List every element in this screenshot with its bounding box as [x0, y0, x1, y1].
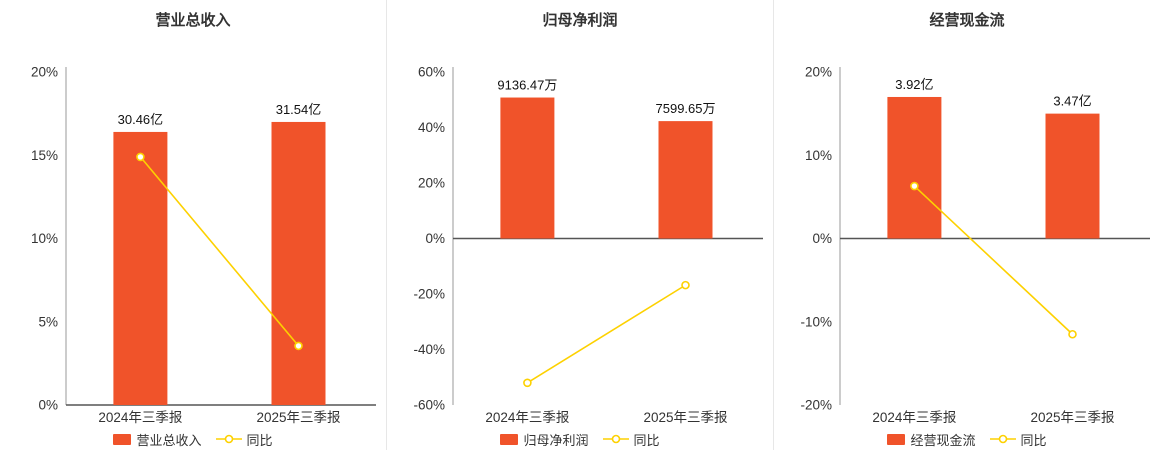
- revenue-chart: 0% 5% 10% 15% 20% 30.46亿 31.54亿 2024年三季报 2025年三季…: [31, 65, 376, 425]
- bar-value-label: 31.54亿: [276, 102, 322, 117]
- operating-cash-flow-chart: -20% -10% 0% 10% 20% 3.92亿 3.47亿 2024年三季报 2025年三…: [800, 65, 1150, 425]
- yoy-marker: [523, 378, 532, 388]
- y-tick-label: 15%: [31, 148, 58, 163]
- y-tick-label: -10%: [800, 314, 832, 329]
- chart-legend: 营业总收入 同比: [113, 428, 273, 450]
- y-tick-label: 20%: [418, 176, 445, 191]
- bar: [500, 97, 555, 239]
- x-category-label: 2024年三季报: [485, 410, 569, 425]
- bar: [1045, 113, 1100, 239]
- bar-legend-swatch: [500, 433, 519, 445]
- y-tick-label: 40%: [418, 120, 445, 135]
- y-tick-label: 0%: [38, 398, 58, 413]
- bar-value-label: 30.46亿: [118, 112, 164, 127]
- y-tick-label: 20%: [805, 65, 832, 80]
- yoy-marker: [681, 280, 690, 290]
- bar: [113, 131, 168, 405]
- bar: [271, 121, 326, 405]
- legend-item-yoy: 同比: [602, 430, 660, 449]
- x-category-label: 2024年三季报: [872, 410, 956, 425]
- legend-item-bar: 营业总收入: [113, 430, 202, 449]
- y-tick-label: -20%: [800, 398, 832, 413]
- bar: [887, 96, 942, 239]
- x-category-label: 2025年三季报: [256, 410, 340, 425]
- legend-item-yoy: 同比: [989, 430, 1047, 449]
- yoy-marker: [294, 341, 303, 351]
- y-tick-label: 10%: [31, 231, 58, 246]
- y-tick-label: 10%: [805, 148, 832, 163]
- bar-value-label: 3.92亿: [895, 77, 933, 92]
- yoy-legend-label: 同比: [633, 432, 660, 448]
- chart-title: 归母净利润: [542, 12, 618, 29]
- bar-legend-label: 经营现金流: [910, 432, 976, 448]
- yoy-line-icon: [989, 434, 1016, 444]
- chart-title: 营业总收入: [155, 12, 231, 29]
- x-category-label: 2025年三季报: [643, 410, 727, 425]
- yoy-line-icon: [602, 434, 629, 444]
- bar-legend-swatch: [113, 433, 132, 445]
- legend-item-bar: 归母净利润: [500, 430, 589, 449]
- y-tick-label: -60%: [413, 398, 445, 413]
- bar: [658, 121, 713, 239]
- chart-legend: 经营现金流 同比: [887, 428, 1047, 450]
- net-profit-chart: -60% -40% -20% 0% 20% 40% 60% 9136.47万 7599.65万 2…: [413, 65, 763, 425]
- chart-panel-operating-cash-flow: 经营现金流 -20% -10% 0% 10% 20% 3.92亿 3.47亿 2024年三季报…: [773, 0, 1160, 450]
- legend-item-yoy: 同比: [215, 430, 273, 449]
- y-tick-label: 5%: [38, 314, 58, 329]
- x-category-label: 2024年三季报: [98, 410, 182, 425]
- bar-legend-swatch: [887, 433, 906, 445]
- bar-legend-label: 营业总收入: [136, 432, 202, 448]
- bar-value-label: 9136.47万: [497, 78, 557, 93]
- chart-panel-revenue: 营业总收入 0% 5% 10% 15% 20% 30.46亿 31.54亿 2024年三季报 2…: [0, 0, 386, 450]
- yoy-line: [526, 284, 686, 384]
- legend-item-bar: 经营现金流: [887, 430, 976, 449]
- yoy-line-icon: [215, 434, 242, 444]
- y-tick-label: 20%: [31, 65, 58, 80]
- x-category-label: 2025年三季报: [1030, 410, 1114, 425]
- yoy-legend-label: 同比: [1020, 432, 1047, 448]
- y-tick-label: 60%: [418, 65, 445, 80]
- bar-legend-label: 归母净利润: [523, 432, 589, 448]
- y-tick-label: 0%: [425, 231, 445, 246]
- yoy-legend-label: 同比: [246, 432, 273, 448]
- y-tick-label: -40%: [413, 342, 445, 357]
- chart-title: 经营现金流: [929, 12, 1005, 29]
- yoy-marker: [136, 152, 145, 162]
- chart-legend: 归母净利润 同比: [500, 428, 660, 450]
- yoy-marker: [1068, 329, 1077, 339]
- yoy-line: [139, 156, 300, 347]
- y-tick-label: -20%: [413, 287, 445, 302]
- yoy-line: [913, 185, 1074, 335]
- bar-value-label: 3.47亿: [1053, 94, 1091, 109]
- y-tick-label: 0%: [812, 231, 832, 246]
- bar-value-label: 7599.65万: [656, 101, 716, 116]
- yoy-marker: [910, 181, 919, 191]
- chart-panel-net-profit: 归母净利润 -60% -40% -20% 0% 20% 40% 60% 9136.47万 759…: [386, 0, 773, 450]
